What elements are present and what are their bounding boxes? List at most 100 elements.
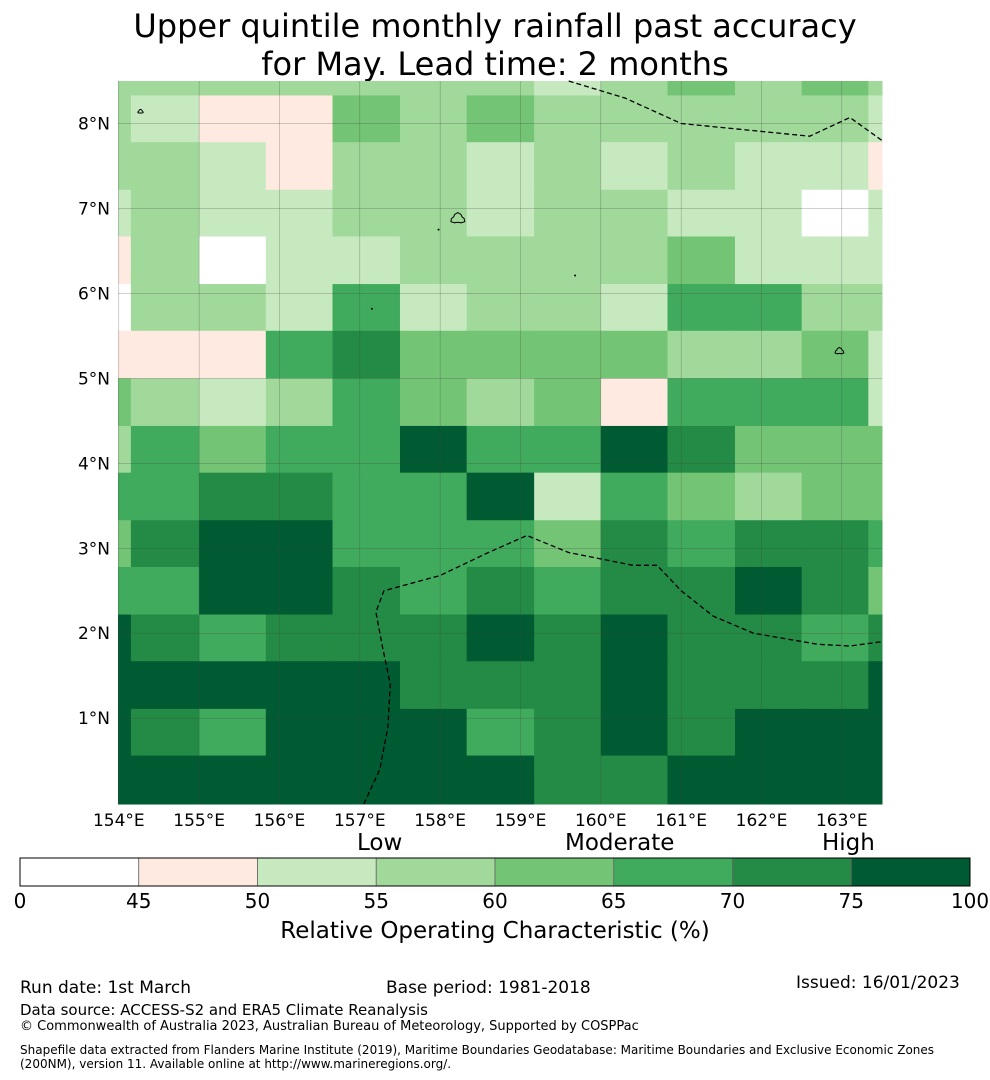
map-cell	[801, 566, 869, 616]
map-cell	[466, 566, 535, 616]
map-cell	[534, 425, 602, 474]
map-cell	[667, 284, 736, 332]
map-cell	[801, 330, 869, 379]
map-cell	[399, 236, 468, 285]
map-cell	[332, 472, 401, 521]
map-cell	[332, 520, 401, 568]
map-cell	[534, 472, 602, 521]
chart-title-line-2: for May. Lead time: 2 months	[261, 45, 729, 83]
map-cell	[130, 95, 200, 143]
map-cell	[534, 378, 602, 427]
map-cell	[199, 378, 267, 427]
colorbar-segment	[494, 857, 615, 887]
map-cell	[466, 661, 535, 710]
lon-tick-label: 157°E	[334, 811, 386, 831]
map-cell	[199, 661, 267, 710]
map-cell	[332, 236, 401, 285]
lon-tick-label: 163°E	[816, 811, 868, 831]
map-cell	[466, 236, 535, 285]
map-cell	[399, 425, 468, 474]
map-cell	[332, 142, 401, 191]
map-cell	[130, 189, 200, 237]
map-cell	[600, 661, 669, 710]
map-cell	[534, 661, 602, 710]
map-cell	[667, 755, 736, 805]
map-cell	[734, 566, 803, 616]
map-cell	[534, 614, 602, 662]
islet-dot	[370, 307, 373, 310]
map-cell	[265, 378, 333, 427]
lon-tick-label: 155°E	[173, 811, 225, 831]
map-cell	[332, 614, 401, 662]
map-cell	[801, 755, 869, 805]
lat-tick-label: 5°N	[78, 369, 110, 389]
map-cell	[534, 566, 602, 616]
colorbar-tick-label: 100	[950, 889, 990, 913]
map-cell	[868, 614, 883, 662]
map-cell	[265, 142, 333, 191]
base-period: Base period: 1981-2018	[386, 978, 591, 998]
map-cell	[667, 708, 736, 757]
map-cell	[667, 614, 736, 662]
colorbar-title: Relative Operating Characteristic (%)	[280, 918, 710, 944]
map-cell	[466, 95, 535, 143]
map-cell	[734, 330, 803, 379]
lat-tick-label: 2°N	[78, 624, 110, 644]
map-cell	[399, 520, 468, 568]
map-cell	[868, 472, 883, 521]
map-cell	[130, 330, 200, 379]
map-cell	[801, 378, 869, 427]
lat-tick-label: 8°N	[78, 114, 110, 134]
map-cell	[868, 236, 883, 285]
colorbar-segment	[19, 857, 140, 887]
map-cell	[466, 81, 535, 96]
map-cell	[600, 95, 669, 143]
map-cell	[534, 330, 602, 379]
map-cell	[399, 330, 468, 379]
map-cell	[332, 708, 401, 757]
colorbar-tick-label: 75	[838, 889, 864, 913]
map-cell	[534, 520, 602, 568]
map-cell	[130, 614, 200, 662]
map-cell	[868, 284, 883, 332]
map-cell	[734, 81, 803, 96]
map-cell	[734, 95, 803, 143]
lon-tick-label: 160°E	[575, 811, 627, 831]
map-cell	[801, 236, 869, 285]
lat-tick-label: 7°N	[78, 199, 110, 219]
map-cell	[801, 708, 869, 757]
map-cell	[868, 755, 883, 805]
map-cell	[399, 566, 468, 616]
map-cell	[534, 284, 602, 332]
run-date: Run date: 1st March	[20, 978, 192, 998]
map-cell	[667, 520, 736, 568]
map-cell	[332, 330, 401, 379]
map-cell	[265, 189, 333, 237]
map-cell	[868, 95, 883, 143]
copyright: © Commonwealth of Australia 2023, Austra…	[20, 1019, 639, 1034]
map-cell	[199, 236, 267, 285]
island-outline	[450, 212, 466, 224]
map-cell	[399, 378, 468, 427]
map-cell	[199, 472, 267, 521]
map-cell	[868, 661, 883, 710]
map-cell	[199, 81, 267, 96]
map-cell	[667, 378, 736, 427]
map-cell	[466, 189, 535, 237]
map-cell	[118, 755, 132, 805]
map-cell	[466, 755, 535, 805]
map-cell	[600, 378, 669, 427]
map-cell	[332, 566, 401, 616]
map-cell	[332, 425, 401, 474]
colorbar-tick-label: 50	[244, 889, 271, 913]
lat-tick-label: 3°N	[78, 539, 110, 559]
map-cell	[265, 755, 333, 805]
map-cell	[199, 95, 267, 143]
map-cell	[600, 330, 669, 379]
map-cell	[265, 330, 333, 379]
map-cell	[118, 189, 132, 237]
map-cell	[801, 425, 869, 474]
colorbar-label-low: Low	[357, 830, 403, 856]
map-cell	[868, 142, 883, 191]
colorbar-tick-label: 65	[601, 889, 627, 913]
